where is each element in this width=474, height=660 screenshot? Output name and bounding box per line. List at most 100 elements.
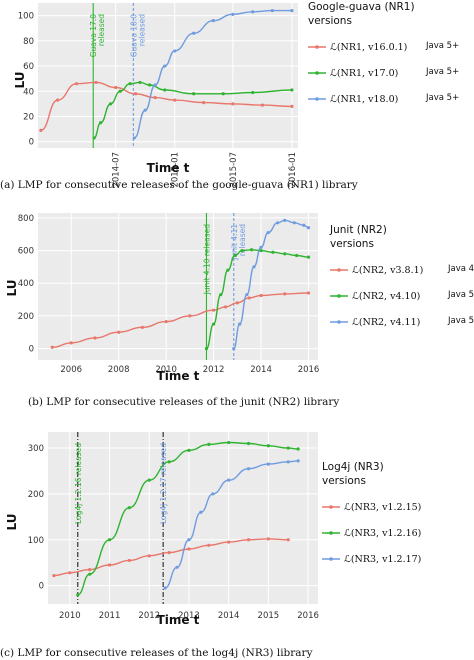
y-tick-label: 200 <box>18 312 34 322</box>
data-point <box>302 223 306 227</box>
y-tick-label: 800 <box>18 214 34 224</box>
plot-background <box>48 432 318 604</box>
data-point <box>88 572 92 576</box>
data-point <box>246 441 251 446</box>
data-point <box>211 308 216 312</box>
y-tick-label: 60 <box>23 62 34 72</box>
x-tick-label: 2011 <box>99 611 121 621</box>
y-tick-label: 80 <box>23 37 34 47</box>
series-line <box>40 81 292 131</box>
data-point <box>246 538 251 542</box>
x-tick-label: 2015-01 <box>171 152 181 188</box>
data-point <box>199 510 203 514</box>
data-point <box>283 218 287 222</box>
data-point <box>296 459 300 463</box>
data-point <box>128 82 132 86</box>
data-point <box>39 128 43 132</box>
x-axis-title: Time t <box>147 161 190 175</box>
release-label: released <box>97 14 106 46</box>
data-point <box>192 92 196 96</box>
data-point <box>68 571 72 575</box>
data-point <box>187 448 191 452</box>
data-point <box>249 248 254 252</box>
legend-title: Log4j (NR3) <box>322 461 384 473</box>
x-tick-label: 2012 <box>203 365 225 375</box>
data-point <box>211 322 216 326</box>
x-axis-title: Time t <box>157 369 200 383</box>
data-point <box>107 563 112 567</box>
plot-background <box>38 213 318 360</box>
legend-entry-note: Java 4 <box>447 264 474 274</box>
release-label: Guava 17.0 <box>89 14 98 58</box>
data-point <box>259 248 263 253</box>
data-point <box>219 293 223 297</box>
data-point <box>223 305 228 309</box>
data-point <box>283 252 287 256</box>
legend-entry-label: ℒ(NR3, v1.2.15) <box>344 502 421 513</box>
data-point <box>127 506 131 510</box>
data-point <box>251 10 255 14</box>
caption-text: LMP for consecutive releases of the log4… <box>17 647 312 659</box>
data-point <box>192 31 196 35</box>
data-point <box>270 8 274 13</box>
data-point <box>153 95 157 100</box>
y-axis-title: LU <box>5 280 19 297</box>
x-tick-label: 2010 <box>155 365 177 375</box>
legend-title: Junit (NR2) <box>329 224 387 236</box>
legend-entry-note: Java 5+ <box>447 290 474 300</box>
y-axis-title: LU <box>13 72 27 89</box>
legend-key-dot <box>315 45 319 49</box>
legend-key-dot <box>329 557 333 561</box>
release-label: Log4j 1.2.16 released <box>74 443 83 524</box>
data-point <box>227 440 231 445</box>
release-label: Junit 4.10 released <box>202 224 211 296</box>
chart-panel-1: 0 20 40 60 80 100 2014-07 2015-01 2015-07 2016-01… <box>0 1 459 191</box>
data-point <box>52 573 56 578</box>
data-point <box>98 121 103 125</box>
legend-key-dot <box>337 268 341 272</box>
x-tick-label: 2016 <box>297 611 319 621</box>
data-point <box>231 102 235 106</box>
y-tick-label: 300 <box>28 444 44 454</box>
data-point <box>69 341 73 345</box>
data-point <box>76 593 80 597</box>
y-tick-label: 100 <box>18 12 34 22</box>
plot-background <box>38 3 298 148</box>
data-point <box>175 565 179 569</box>
legend-entry-label: ℒ(NR1, v18.0) <box>330 94 398 105</box>
x-tick-label: 2015-07 <box>229 152 239 188</box>
legend-entry-note: Java 5+ <box>425 93 459 103</box>
data-point <box>207 543 211 547</box>
data-point <box>238 322 242 326</box>
x-tick-label: 2010 <box>59 611 81 621</box>
data-point <box>133 92 138 96</box>
data-point <box>227 540 231 544</box>
data-point <box>93 336 97 340</box>
y-tick-label: 0 <box>39 582 44 592</box>
data-point <box>231 12 235 16</box>
caption-panel-label: (c) <box>0 647 17 659</box>
data-point <box>94 80 98 85</box>
y-tick-label: 400 <box>18 279 34 289</box>
legend-key-dot <box>337 294 341 298</box>
data-point <box>92 136 96 140</box>
caption-panel-label: (a) <box>0 179 18 191</box>
legend-entry-label: ℒ(NR3, v1.2.17) <box>344 554 421 565</box>
x-tick-label: 2014 <box>250 365 272 375</box>
data-point <box>147 478 151 482</box>
data-point <box>148 83 152 87</box>
y-tick-label: 40 <box>23 87 34 97</box>
figure-caption: (a) LMP for consecutive releases of the … <box>0 179 358 191</box>
data-point <box>290 88 294 92</box>
data-point <box>88 568 92 572</box>
caption-panel-label: (b) <box>28 396 46 408</box>
data-point <box>167 551 171 555</box>
x-tick-label: 2016-01 <box>288 152 298 188</box>
data-point <box>290 8 294 13</box>
data-point <box>227 478 231 482</box>
data-point <box>290 104 294 108</box>
legend-entry-label: ℒ(NR1, v16.0.1) <box>330 42 407 53</box>
data-point <box>286 538 290 542</box>
data-point <box>283 292 287 296</box>
